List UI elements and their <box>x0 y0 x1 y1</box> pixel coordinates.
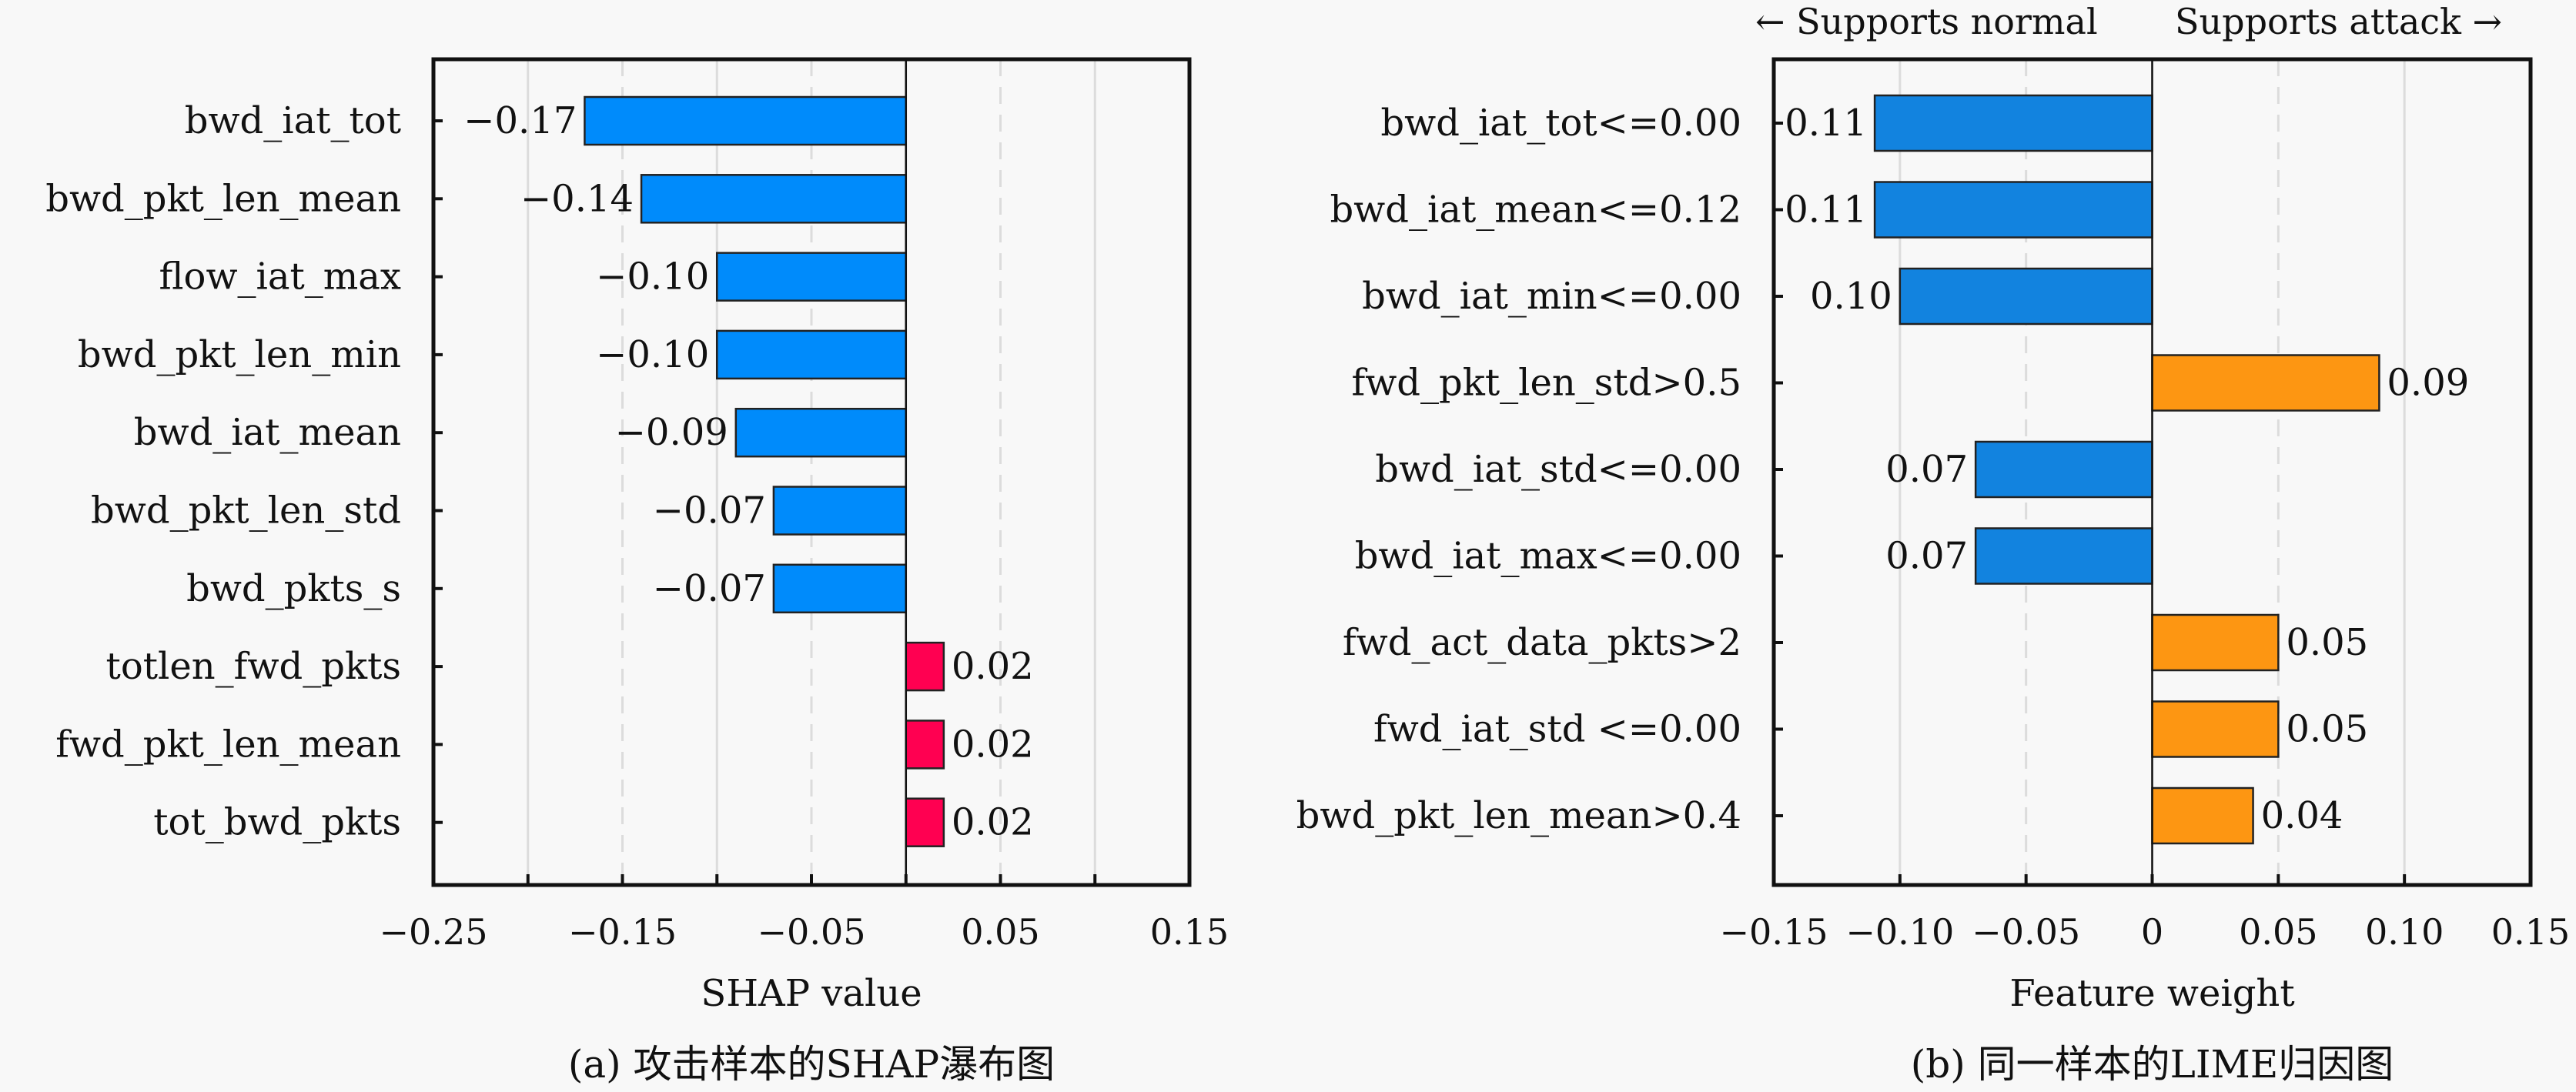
bar-value-label: 0.02 <box>952 645 1034 688</box>
bar <box>1974 440 2153 499</box>
legend-supports-normal: ← Supports normal <box>1755 1 2098 42</box>
bar-value-label: 0.05 <box>2286 708 2368 751</box>
subfigure-caption: (b) 同一样本的LIME归因图 <box>1911 1042 2394 1087</box>
x-tick-label: −0.25 <box>380 911 488 953</box>
bar-value-label: 0.02 <box>952 723 1034 766</box>
x-tick-label: 0.05 <box>2239 911 2317 953</box>
bar <box>1873 94 2153 152</box>
category-label: bwd_iat_mean <box>134 411 401 454</box>
bar <box>905 641 945 692</box>
legend-supports-attack: Supports attack → <box>2175 1 2502 42</box>
bar <box>1873 181 2153 239</box>
bar <box>640 174 907 224</box>
bar <box>2151 786 2254 845</box>
bar <box>2151 354 2380 412</box>
bar <box>734 407 907 458</box>
category-label: bwd_pkt_len_mean <box>45 177 401 220</box>
category-label: fwd_iat_std <=0.00 <box>1373 708 1741 751</box>
bar <box>905 797 945 847</box>
bar-value-label: −0.07 <box>653 489 766 533</box>
category-label: bwd_pkt_len_std <box>91 489 401 533</box>
bar-value-label: 0.07 <box>1885 535 1968 578</box>
bar <box>905 720 945 770</box>
bar-value-label: −0.09 <box>615 411 728 454</box>
bar-value-label: 0.09 <box>2387 362 2469 405</box>
bar-value-label: −0.17 <box>463 99 577 142</box>
bar <box>584 95 908 146</box>
bar-value-label: 0.04 <box>2261 794 2343 837</box>
category-label: bwd_iat_mean<=0.12 <box>1330 189 1741 232</box>
bar <box>1974 527 2153 585</box>
x-tick-label: −0.10 <box>1845 911 1954 953</box>
bar <box>772 486 908 536</box>
bar-value-label: 0.05 <box>2286 621 2368 664</box>
category-label: bwd_iat_tot<=0.00 <box>1380 102 1741 145</box>
x-tick-label: −0.05 <box>758 911 866 953</box>
bar-value-label: 0.11 <box>1785 102 1867 145</box>
bar-value-label: 0.02 <box>952 801 1034 844</box>
x-tick-label: 0 <box>2141 911 2163 953</box>
x-tick-label: 0.15 <box>2491 911 2570 953</box>
bar-value-label: −0.14 <box>520 177 634 220</box>
bar <box>2151 613 2280 672</box>
bar <box>1899 267 2153 326</box>
category-label: fwd_pkt_len_mean <box>55 723 401 766</box>
x-tick-label: 0.05 <box>961 911 1039 953</box>
category-label: bwd_iat_min<=0.00 <box>1362 275 1741 318</box>
category-label: bwd_pkts_s <box>186 567 401 610</box>
x-tick-label: 0.15 <box>1150 911 1229 953</box>
category-label: bwd_iat_max<=0.00 <box>1355 535 1741 578</box>
bar-value-label: −0.10 <box>596 255 709 299</box>
bar-value-label: −0.07 <box>653 567 766 610</box>
category-label: flow_iat_max <box>159 255 401 299</box>
x-tick-label: −0.15 <box>568 911 677 953</box>
legend: ← Supports normal Supports attack → <box>1755 1 2502 42</box>
bar <box>716 329 907 380</box>
category-label: totlen_fwd_pkts <box>106 645 401 688</box>
lime-attribution-chart: 0.11 bwd_iat_tot<=0.00 0.11 bwd_iat_mean<=0… <box>1296 57 2570 1087</box>
x-tick-label: 0.10 <box>2365 911 2444 953</box>
category-label: bwd_pkt_len_min <box>78 333 401 376</box>
bar <box>772 563 908 614</box>
category-label: tot_bwd_pkts <box>153 801 401 844</box>
bar-value-label: 0.11 <box>1785 189 1867 232</box>
category-label: bwd_pkt_len_mean>0.4 <box>1296 794 1741 837</box>
bar <box>2151 700 2280 758</box>
x-axis-label: Feature weight <box>2009 972 2294 1015</box>
bar <box>716 252 907 302</box>
category-label: bwd_iat_tot <box>185 99 401 142</box>
category-label: fwd_pkt_len_std>0.5 <box>1351 362 1741 405</box>
x-tick-label: −0.05 <box>1972 911 2080 953</box>
x-tick-label: −0.15 <box>1720 911 1828 953</box>
bar-value-label: 0.07 <box>1885 448 1968 491</box>
subfigure-caption: (a) 攻击样本的SHAP瀑布图 <box>568 1042 1055 1087</box>
bar-value-label: −0.10 <box>596 333 709 376</box>
category-label: fwd_act_data_pkts>2 <box>1343 621 1741 664</box>
category-label: bwd_iat_std<=0.00 <box>1375 448 1741 491</box>
shap-waterfall-chart: −0.17 bwd_iat_tot −0.14 bwd_pkt_len_mean −0.… <box>45 57 1229 1087</box>
bar-value-label: 0.10 <box>1810 275 1892 318</box>
x-axis-label: SHAP value <box>701 972 922 1015</box>
